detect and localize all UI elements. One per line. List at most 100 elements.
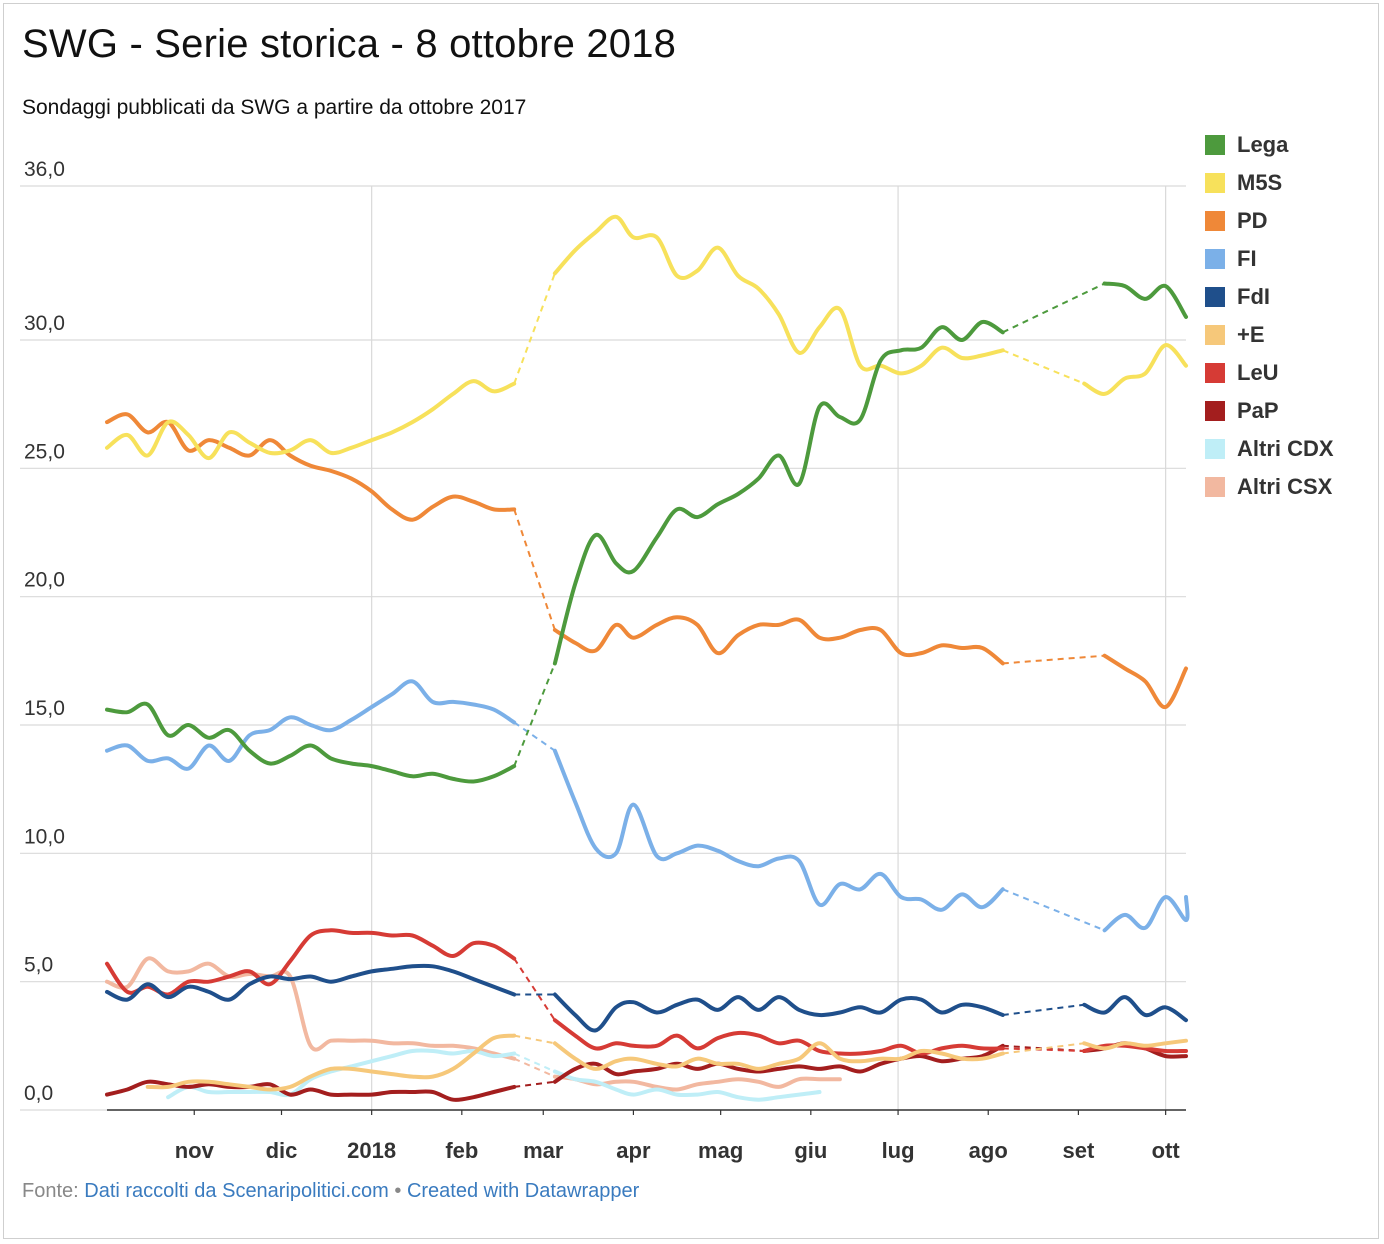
legend-label: Altri CSX: [1237, 474, 1333, 499]
x-tick-label: set: [1062, 1138, 1094, 1163]
footer-separator: •: [388, 1180, 407, 1202]
y-tick-label: 0,0: [24, 1082, 53, 1105]
legend-label: +E: [1237, 322, 1265, 347]
series-line: [1082, 1038, 1188, 1051]
series-pd: [105, 412, 1188, 709]
series-line: [552, 214, 1005, 376]
series-line: [105, 412, 517, 522]
legend-swatch: [1205, 135, 1225, 155]
dashed-segment: [1002, 1003, 1085, 1016]
legend-item: PD: [1205, 202, 1334, 240]
y-tick-label: 10,0: [24, 825, 65, 848]
series-line: [1102, 281, 1188, 319]
series-line: [1082, 1043, 1188, 1054]
legend-label: FdI: [1237, 284, 1270, 309]
series-line: [1082, 995, 1188, 1023]
legend-swatch: [1205, 325, 1225, 345]
dashed-segment: [1002, 654, 1105, 665]
x-tick-label: giu: [794, 1138, 827, 1163]
source-prefix: Fonte:: [22, 1180, 85, 1202]
legend-label: PD: [1237, 208, 1268, 233]
dashed-segment: [1002, 349, 1085, 385]
legend-swatch: [1205, 439, 1225, 459]
series-line: [552, 748, 1005, 912]
legend-label: LeU: [1237, 360, 1279, 385]
legend-label: M5S: [1237, 170, 1283, 195]
series-line: [552, 615, 1005, 666]
series-leu: [105, 928, 1188, 1056]
legend-item: FdI: [1205, 278, 1334, 316]
datawrapper-link[interactable]: Created with Datawrapper: [406, 1180, 640, 1202]
legend-item: PaP: [1205, 392, 1334, 430]
dashed-segment: [1002, 888, 1105, 932]
y-tick-label: 36,0: [24, 158, 65, 181]
series-line: [552, 992, 1005, 1033]
series-line: [105, 928, 517, 997]
grid-lines: [20, 185, 1186, 1111]
legend-item: LeU: [1205, 354, 1334, 392]
legend-label: FI: [1237, 246, 1257, 271]
series-line: [1082, 343, 1188, 396]
dashed-segment: [1002, 1042, 1085, 1055]
dashed-segment: [513, 1052, 556, 1073]
x-tick-label: lug: [882, 1138, 915, 1163]
footer: Fonte: Dati raccolti da Scenaripolitici.…: [22, 1180, 639, 1203]
x-tick-label: feb: [445, 1138, 478, 1163]
legend-item: +E: [1205, 316, 1334, 354]
dashed-segment: [513, 272, 556, 384]
legend-swatch: [1205, 249, 1225, 269]
series--e: [145, 1033, 1188, 1092]
x-tick-label: mag: [698, 1138, 743, 1163]
x-tick-label: 2018: [347, 1138, 396, 1163]
chart-title: SWG - Serie storica - 8 ottobre 2018: [22, 22, 677, 66]
legend-label: PaP: [1237, 398, 1279, 423]
dashed-segment: [513, 509, 556, 631]
series-lega: [105, 281, 1188, 784]
x-tick-label: apr: [616, 1138, 651, 1163]
y-tick-label: 25,0: [24, 440, 65, 463]
series-line: [552, 1043, 1005, 1084]
dashed-segment: [514, 1080, 556, 1088]
x-tick-label: ago: [969, 1138, 1008, 1163]
series-line: [166, 1048, 517, 1100]
axes: 36,0 30,0 25,0 20,0 15,0 10,0 5,0 0,0 nov dic 2018…: [24, 158, 1186, 1163]
series-line: [552, 1018, 1005, 1056]
y-tick-label: 15,0: [24, 697, 65, 720]
series-line: [552, 1041, 1005, 1071]
legend: Lega M5S PD FI FdI +E LeU PaP Altri CDX Altri CSX: [1205, 126, 1334, 506]
dashed-segment: [513, 721, 556, 752]
chart-subtitle: Sondaggi pubblicati da SWG a partire da …: [22, 96, 527, 119]
source-link[interactable]: Dati raccolti da Scenaripolitici.com: [84, 1180, 389, 1202]
legend-item: Altri CDX: [1205, 430, 1334, 468]
x-tick-label: dic: [266, 1138, 298, 1163]
series-line: [552, 319, 1005, 666]
chart-frame: [3, 3, 1379, 1239]
series-line: [552, 1069, 822, 1102]
series-fi: [105, 679, 1190, 933]
series-lines: [105, 214, 1190, 1102]
series-fdi: [105, 963, 1188, 1033]
x-tick-label: ott: [1152, 1138, 1181, 1163]
series-line: [105, 701, 517, 784]
y-tick-label: 20,0: [24, 569, 65, 592]
legend-item: FI: [1205, 240, 1334, 278]
series-line: [105, 379, 517, 461]
legend-item: Lega: [1205, 126, 1334, 164]
legend-swatch: [1205, 173, 1225, 193]
series-line: [1102, 653, 1188, 709]
dashed-segment: [514, 1034, 556, 1045]
series-line: [1102, 895, 1190, 933]
y-tick-label: 30,0: [24, 312, 65, 335]
legend-swatch: [1205, 211, 1225, 231]
legend-swatch: [1205, 363, 1225, 383]
dashed-segment: [513, 663, 556, 767]
legend-label: Lega: [1237, 132, 1289, 157]
y-tick-label: 5,0: [24, 954, 53, 977]
legend-swatch: [1205, 287, 1225, 307]
legend-swatch: [1205, 401, 1225, 421]
legend-item: M5S: [1205, 164, 1334, 202]
series-line: [145, 1033, 517, 1092]
series-line: [105, 963, 517, 1002]
x-tick-label: nov: [175, 1138, 215, 1163]
series-line: [105, 679, 517, 771]
